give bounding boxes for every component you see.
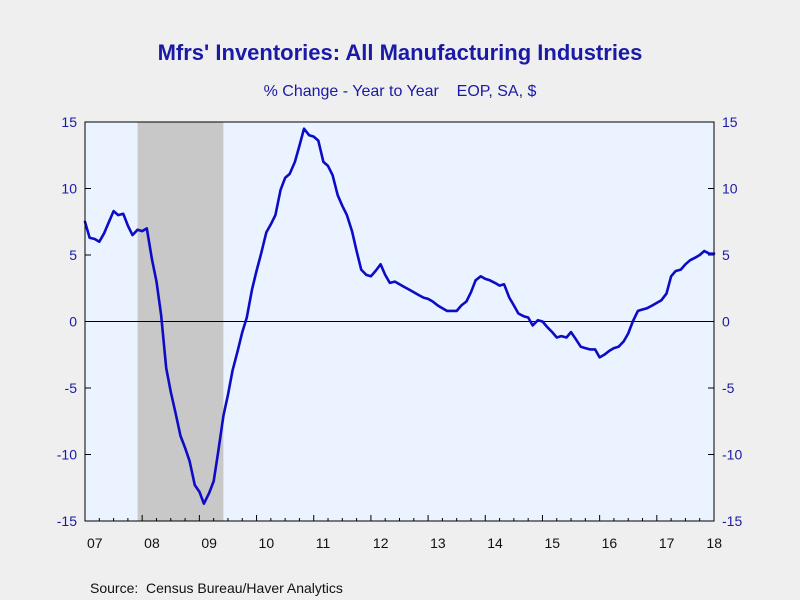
source-note: Source: Census Bureau/Haver Analytics [90, 580, 343, 596]
plot-frame [84, 121, 715, 522]
x-tick-label: 10 [259, 535, 275, 551]
y-tick-label-left: -15 [57, 513, 77, 529]
y-tick-label-left: 5 [69, 247, 77, 263]
x-tick-label: 12 [373, 535, 389, 551]
x-tick-label: 16 [602, 535, 618, 551]
x-tick-label: 14 [487, 535, 503, 551]
series-line [83, 127, 716, 506]
x-tick-label: 18 [706, 535, 722, 551]
chart-subtitle: % Change - Year to Year EOP, SA, $ [264, 83, 537, 100]
y-tick-label-right: 5 [722, 247, 730, 263]
chart-title: Mfrs' Inventories: All Manufacturing Ind… [158, 40, 643, 65]
x-tick-label: 08 [144, 535, 160, 551]
x-tick-label: 07 [87, 535, 103, 551]
y-tick-label-right: 0 [722, 314, 730, 330]
y-tick-label-right: -15 [722, 513, 742, 529]
x-tick-label: 13 [430, 535, 446, 551]
y-tick-label-left: -5 [65, 380, 78, 396]
x-tick-label: 17 [659, 535, 675, 551]
y-tick-label-right: 15 [722, 114, 738, 130]
x-tick-label: 09 [201, 535, 217, 551]
y-tick-label-left: 10 [61, 181, 77, 197]
y-tick-label-left: 0 [69, 314, 77, 330]
y-tick-label-right: -10 [722, 447, 742, 463]
y-tick-label-right: 10 [722, 181, 738, 197]
x-tick-label: 15 [544, 535, 560, 551]
y-tick-label-right: -5 [722, 380, 735, 396]
y-tick-label-left: 15 [61, 114, 77, 130]
y-tick-label-left: -10 [57, 447, 77, 463]
plot-area: 15 15 10 10 5 5 0 0 -5 -5 -10 -10 -15 -15 07 08 09 10 11 12… [57, 114, 743, 551]
x-tick-label: 11 [316, 535, 331, 551]
